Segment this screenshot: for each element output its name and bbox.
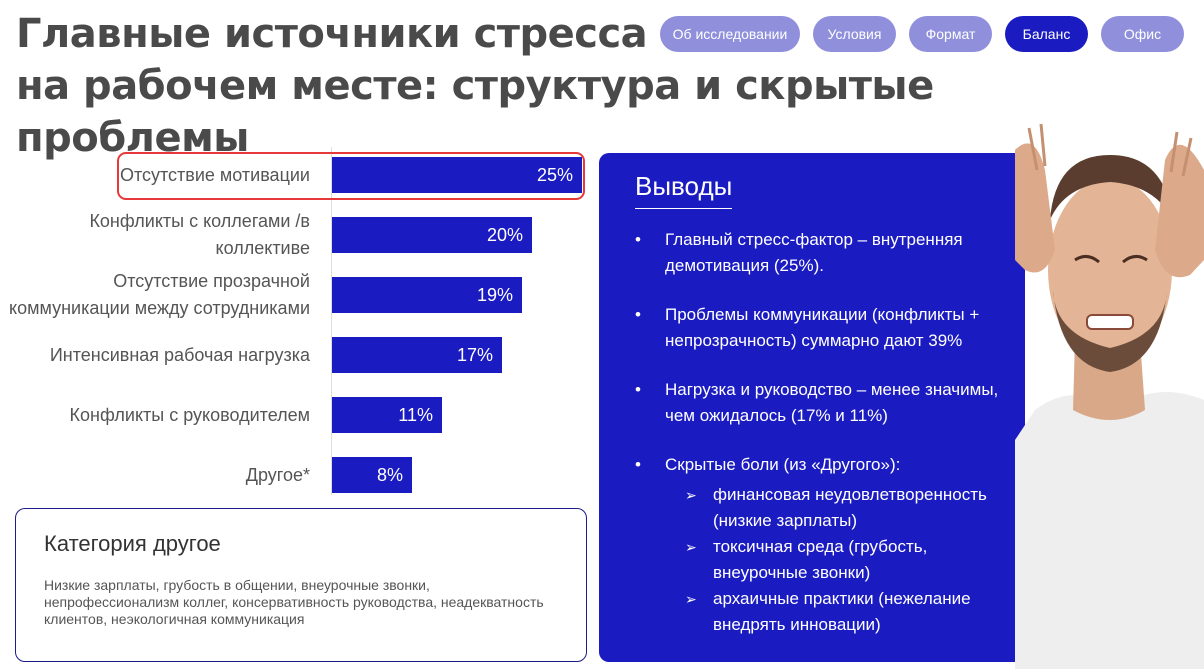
bar-value-label: 8% [376,464,403,485]
hidden-pain-item: ➢ архаичные практики (нежелание внедрять … [665,586,1011,638]
arrow-icon: ➢ [685,591,697,607]
category-label: Другое* [245,464,310,485]
nav-tab-about[interactable]: Об исследовании [660,16,800,52]
conclusion-item-hidden-pains: Скрытые боли (из «Другого»): ➢ финансовая… [635,452,1011,638]
bar: 25% [332,157,582,193]
nav-tab-balance[interactable]: Баланс [1005,16,1088,52]
category-label: Интенсивная рабочая нагрузка [49,344,310,365]
nav-tab-format[interactable]: Формат [909,16,992,52]
section-nav: Об исследовании Условия Формат Баланс Оф… [660,16,1184,52]
other-category-heading: Категория другое [44,531,221,556]
page-title: Главные источники стресса на рабочем мес… [16,8,1076,164]
hidden-pain-text: токсичная среда (грубость, внеурочные зв… [713,537,928,582]
nav-tab-conditions[interactable]: Условия [813,16,896,52]
other-category-box: Категория другое Низкие зарплаты, грубос… [15,508,587,662]
arrow-icon: ➢ [685,539,697,555]
hidden-pain-item: ➢ финансовая неудовлетворенность (низкие … [665,482,1011,534]
bar-value-label: 20% [486,224,523,245]
conclusion-item: Главный стресс-фактор – внутренняя демот… [635,227,1011,279]
category-label: Отсутствие прозрачной коммуникации между… [9,271,310,318]
hidden-pain-text: финансовая неудовлетворенность (низкие з… [713,485,987,530]
hidden-pain-text: архаичные практики (нежелание внедрять и… [713,589,971,634]
chart-axis-line [331,147,332,495]
hidden-pain-item: ➢ токсичная среда (грубость, внеурочные з… [665,534,1011,586]
page-title-line1: Главные источники стресса [16,11,648,57]
bar: 19% [332,277,522,313]
bar-value-label: 19% [476,284,513,305]
other-category-text: Низкие зарплаты, грубость в общении, вне… [44,577,544,627]
stressed-man-illustration [1015,123,1204,669]
conclusions-heading: Выводы [635,171,733,209]
category-label: Конфликты с коллегами /в коллективе [89,211,310,258]
category-label: Конфликты с руководителем [69,404,310,425]
bar-value-label: 25% [536,164,573,185]
stressed-man-photo [1015,110,1204,669]
arrow-icon: ➢ [685,487,697,503]
conclusion-item: Нагрузка и руководство – менее значимы, … [635,377,1011,429]
bar-value-label: 11% [398,404,433,425]
bar: 11% [332,397,442,433]
conclusion-item: Проблемы коммуникации (конфликты + непро… [635,302,1011,354]
category-label: Отсутствие мотивации [119,164,310,185]
hidden-pains-list: ➢ финансовая неудовлетворенность (низкие … [665,482,1011,638]
page-title-line2: на рабочем месте: структура и скрытые пр… [16,63,934,161]
conclusions-list: Главный стресс-фактор – внутренняя демот… [635,227,1011,638]
nav-tab-office[interactable]: Офис [1101,16,1184,52]
bar-value-label: 17% [456,344,493,365]
stress-sources-chart: Отсутствие мотивации 25% Конфликты с колле… [0,145,600,505]
bar: 8% [332,457,412,493]
bar: 20% [332,217,532,253]
conclusions-panel: Выводы Главный стресс-фактор – внутрення… [599,153,1025,662]
bar: 17% [332,337,502,373]
conclusion-item-label: Скрытые боли (из «Другого»): [665,455,901,474]
highlight-frame [117,152,585,200]
